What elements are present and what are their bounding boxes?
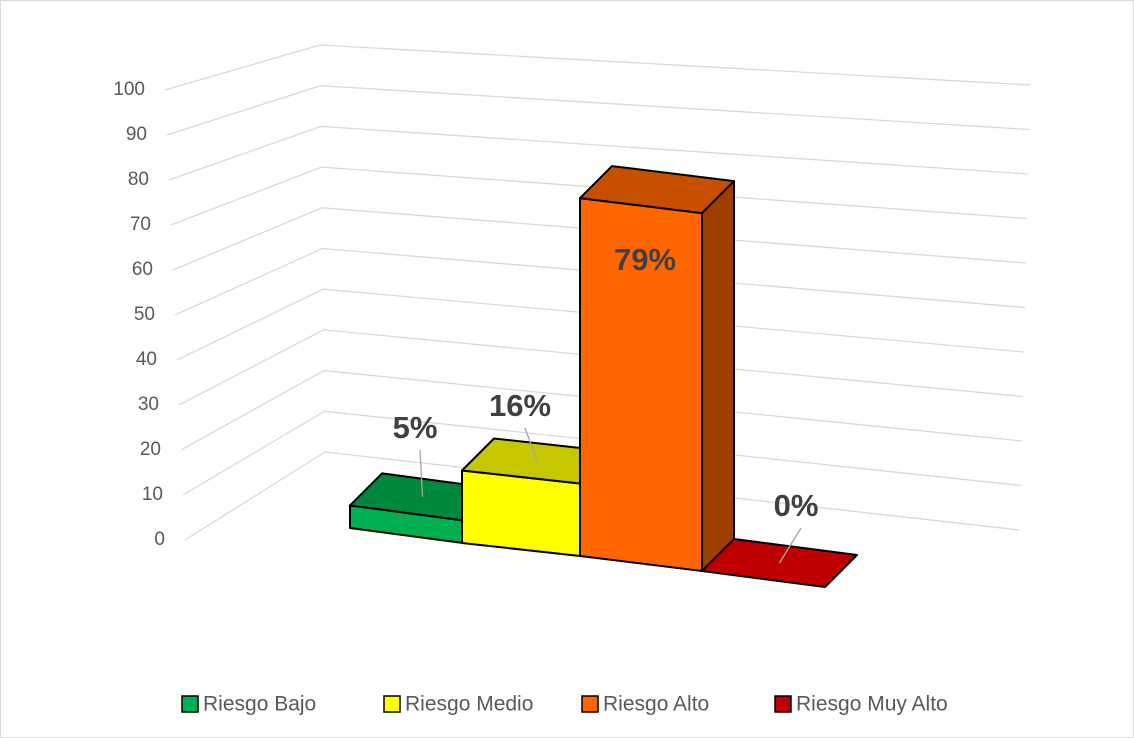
y-tick-label: 60 [132,259,153,280]
y-tick-label: 100 [113,79,145,100]
bar-top [579,165,735,215]
y-tick-label: 0 [154,529,165,550]
y-tick-label: 10 [142,484,163,505]
legend-swatch [181,695,199,713]
grid-line [164,44,1031,91]
y-tick-label: 30 [138,394,159,415]
grid-line [184,451,1021,541]
bar-side [701,180,735,572]
y-tick-label: 20 [140,439,161,460]
leader-line [778,527,802,564]
value-label: 5% [393,410,438,445]
grid-line [174,247,1026,316]
legend-swatch [383,695,401,713]
value-label: 79% [614,242,676,277]
grid-line [170,166,1028,226]
leader-line [524,427,538,462]
value-label: 16% [489,388,551,423]
legend-label: Riesgo Alto [603,693,709,716]
grid-line [178,329,1024,406]
grid-line [180,369,1023,451]
y-tick-label: 70 [130,214,151,235]
grid-line [182,410,1022,496]
y-tick-label: 90 [126,124,147,145]
y-tick-label: 80 [128,169,149,190]
legend-label: Riesgo Muy Alto [796,693,948,716]
y-tick-label: 50 [134,304,155,325]
grid-line [166,85,1030,136]
grid-line [172,207,1027,271]
grid-line [176,288,1025,361]
legend-label: Riesgo Bajo [203,693,316,716]
legend-label: Riesgo Medio [405,693,533,716]
value-label: 0% [774,488,819,523]
grid-line [168,125,1029,181]
legend-swatch [581,695,599,713]
y-tick-label: 40 [136,349,157,370]
legend-swatch [774,695,792,713]
bar-front [461,469,581,557]
leader-line [419,449,424,497]
